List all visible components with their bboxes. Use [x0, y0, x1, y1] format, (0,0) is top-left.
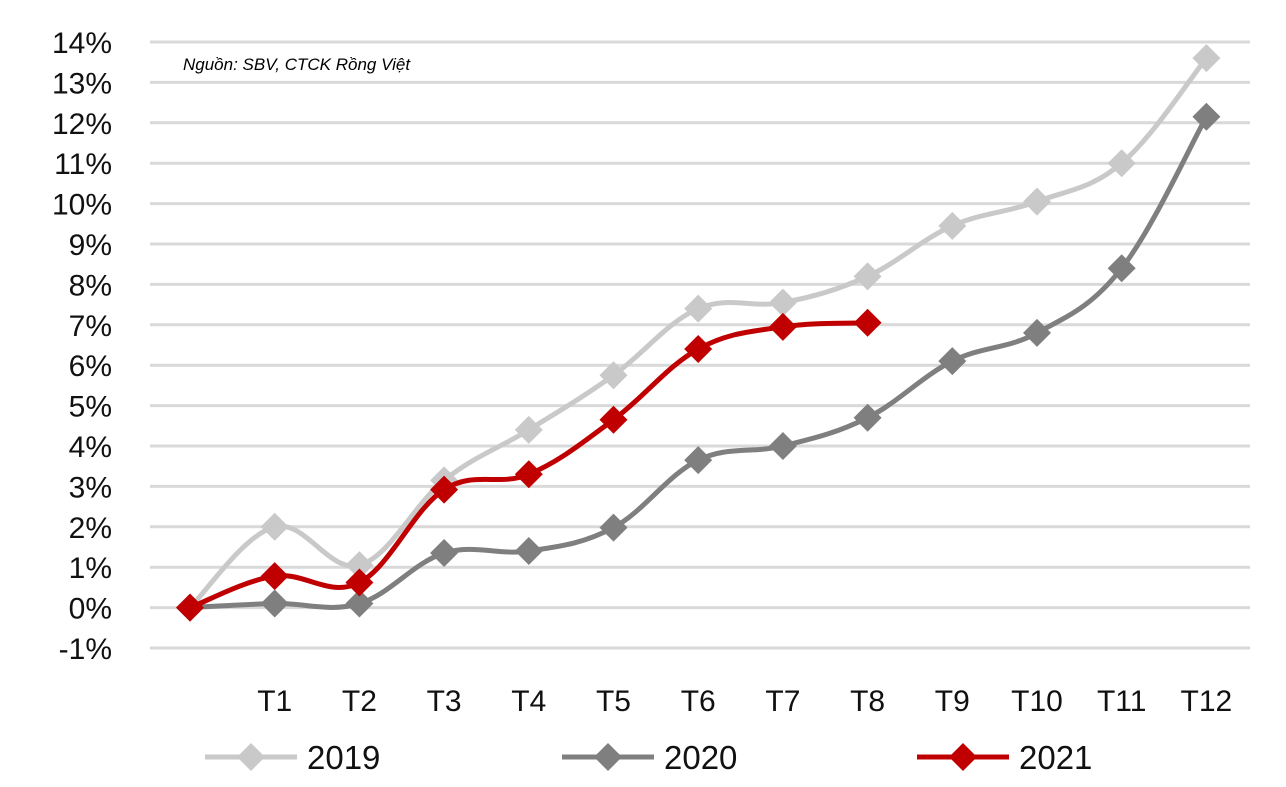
data-point-2021 [684, 335, 713, 364]
data-point-2020 [768, 432, 797, 460]
x-tick-label: T4 [511, 685, 546, 718]
data-point-2020 [684, 446, 713, 475]
legend-marker-2021 [949, 743, 977, 771]
data-point-2019 [514, 415, 543, 444]
data-point-2021 [599, 405, 628, 434]
legend-label-2021: 2021 [1019, 739, 1092, 776]
y-tick-label: 13% [52, 67, 112, 100]
data-point-2019 [260, 512, 289, 541]
legend-label-2020: 2020 [664, 739, 737, 776]
x-tick-label: T10 [1011, 685, 1063, 718]
x-tick-label: T2 [342, 685, 377, 718]
y-tick-label: 2% [69, 512, 112, 545]
series-lines [176, 44, 1221, 622]
data-point-2021 [768, 312, 797, 341]
data-point-2021 [853, 308, 882, 337]
series-2019 [176, 44, 1221, 622]
y-tick-label: 8% [69, 269, 112, 302]
data-point-2021 [345, 568, 374, 597]
x-tick-label: T1 [257, 685, 292, 718]
data-point-2019 [768, 288, 797, 317]
x-tick-label: T8 [850, 685, 885, 718]
y-tick-label: 1% [69, 552, 112, 585]
data-point-2021 [514, 460, 543, 489]
data-point-2020 [1107, 254, 1136, 283]
data-point-2019 [345, 551, 374, 580]
y-tick-label: 12% [52, 108, 112, 141]
x-tick-label: T12 [1181, 685, 1233, 718]
data-point-2020 [1192, 102, 1221, 131]
y-tick-label: 11% [54, 148, 112, 181]
x-tick-label: T5 [596, 685, 631, 718]
legend: 2019 2020 2021 [205, 739, 1092, 776]
data-point-2019 [853, 262, 882, 291]
x-tick-label: T9 [935, 685, 970, 718]
data-point-2019 [1192, 44, 1221, 73]
legend-marker-2020 [594, 743, 622, 771]
y-tick-label: 5% [69, 391, 112, 424]
y-tick-label: 10% [52, 189, 112, 222]
x-tick-label: T6 [681, 685, 716, 718]
data-point-2019 [684, 294, 713, 323]
data-point-2021 [176, 593, 204, 622]
data-point-2021 [260, 562, 289, 591]
data-point-2020 [599, 513, 628, 542]
y-tick-label: 0% [69, 593, 112, 626]
y-tick-label: 3% [69, 471, 112, 504]
y-tick-label: 9% [69, 229, 112, 262]
x-tick-label: T3 [427, 685, 462, 718]
data-point-2019 [938, 211, 967, 240]
y-tick-label: 6% [69, 350, 112, 383]
data-point-2020 [514, 537, 543, 566]
data-point-2020 [430, 539, 459, 568]
data-point-2020 [853, 403, 882, 432]
data-point-2019 [599, 361, 628, 390]
y-axis-labels: -1% 0% 1% 2% 3% 4% 5% 6% 7% 8% 9% 10% 11% 12% 13% 14% [52, 27, 112, 666]
data-point-2021 [430, 475, 459, 504]
y-tick-label: 4% [69, 431, 112, 464]
gridlines [150, 40, 1250, 650]
x-tick-label: T7 [765, 685, 800, 718]
x-tick-label: T11 [1097, 685, 1146, 718]
x-axis-labels: T1 T2 T3 T4 T5 T6 T7 T8 T9 T10 T11 T12 [257, 685, 1232, 718]
legend-label-2019: 2019 [307, 739, 380, 776]
y-tick-label: 14% [52, 27, 112, 60]
y-tick-label: 7% [69, 310, 112, 343]
series-2020 [176, 102, 1221, 622]
data-point-2020 [938, 347, 967, 376]
source-note: Nguồn: SBV, CTCK Rồng Việt [183, 55, 411, 74]
data-point-2019 [1107, 149, 1136, 178]
y-tick-label: -1% [59, 633, 112, 666]
data-point-2020 [260, 589, 289, 618]
legend-marker-2019 [237, 743, 265, 771]
data-point-2020 [345, 589, 374, 618]
data-point-2020 [1023, 318, 1051, 347]
series-2021 [176, 308, 882, 622]
series-line-2019 [188, 56, 1209, 610]
data-point-2019 [1023, 187, 1051, 216]
